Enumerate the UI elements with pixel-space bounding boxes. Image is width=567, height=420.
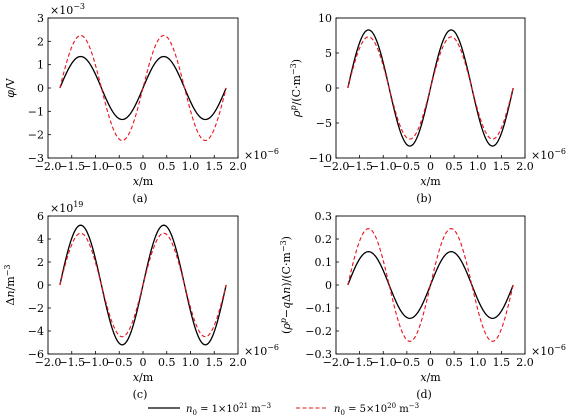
x-tick-label: −1.0: [82, 160, 109, 173]
y-tick-label: 0.3: [315, 210, 333, 223]
x-tick-label: 0: [140, 160, 147, 173]
y-scale-label: ×1019: [50, 200, 83, 215]
y-tick-label: 3: [37, 12, 44, 25]
y-axis-label: Δn/m−3: [3, 265, 17, 306]
chart-b: −2.0−1.5−1.0−0.5 0 0.5 1.0 1.5 2.0 −10 −5 0 5 10 ×1…: [289, 12, 566, 205]
y-tick-label: −3: [28, 152, 44, 165]
x-scale-label: ×10−6: [531, 147, 566, 162]
x-tick-label: 1.0: [182, 160, 200, 173]
x-tick-label: −0.5: [394, 160, 421, 173]
x-tick-label: 1.0: [469, 160, 487, 173]
x-tick-label: 2.0: [516, 356, 534, 369]
x-tick-label: 2.0: [516, 160, 534, 173]
x-tick-label: −2.0: [35, 160, 62, 173]
y-tick-label: −1: [28, 105, 44, 118]
x-tick-label: 0.5: [445, 356, 463, 369]
series-line-dashed: [347, 228, 514, 342]
x-axis-label: x/m: [133, 371, 154, 384]
y-tick-label: 1: [37, 59, 44, 72]
y-tick-label: −2: [28, 129, 44, 142]
x-tick-label: 1.5: [206, 356, 224, 369]
x-axis-label: x/m: [420, 175, 441, 188]
x-tick-label: 1.5: [493, 160, 511, 173]
panel-label: (c): [133, 388, 148, 401]
y-scale-label: ×10−3: [50, 2, 85, 17]
x-tick-label: 2.0: [229, 160, 247, 173]
x-tick-label: −2.0: [35, 356, 62, 369]
y-tick-label: −4: [28, 325, 44, 338]
y-tick-label: −0.2: [305, 325, 332, 338]
y-tick-label: −0.3: [305, 348, 332, 361]
y-axis-label: φ/V: [4, 77, 17, 97]
x-tick-label: −1.5: [346, 160, 373, 173]
y-tick-label: 10: [318, 12, 332, 25]
x-tick-label: −0.5: [394, 356, 421, 369]
x-tick-label: 2.0: [229, 356, 247, 369]
series-line-solid: [347, 29, 514, 147]
x-tick-label: −0.5: [106, 160, 133, 173]
panel-label: (b): [416, 192, 432, 205]
y-tick-label: −5: [316, 117, 332, 130]
x-tick-label: 1.0: [182, 356, 200, 369]
x-scale-label: ×10−6: [531, 343, 566, 358]
y-tick-label: 6: [37, 210, 44, 223]
y-tick-label: 0: [37, 82, 44, 95]
y-tick-label: 0: [325, 82, 332, 95]
x-tick-label: −0.5: [106, 356, 133, 369]
panel-label: (d): [416, 388, 432, 401]
y-tick-label: −0.1: [305, 302, 332, 315]
x-tick-label: 0.5: [445, 160, 463, 173]
y-tick-label: −6: [28, 348, 44, 361]
x-tick-label: −1.0: [370, 356, 397, 369]
x-tick-label: −1.0: [82, 356, 109, 369]
x-tick-label: 0: [140, 356, 147, 369]
legend-label-dashed: n0 = 5×1020 m−3: [334, 402, 419, 417]
x-tick-label: 0: [427, 160, 434, 173]
x-tick-label: 0.5: [158, 356, 176, 369]
y-tick-label: 0: [37, 279, 44, 292]
y-axis-label: (ρp−qΔn)/(C·m−3): [279, 236, 293, 334]
y-tick-label: −2: [28, 302, 44, 315]
chart-d: −2.0−1.5−1.0−0.5 0 0.5 1.0 1.5 2.0 −0.3 −0.2 −0.…: [279, 210, 566, 401]
x-tick-label: −1.5: [346, 356, 373, 369]
x-tick-label: −1.0: [370, 160, 397, 173]
x-tick-label: 1.5: [493, 356, 511, 369]
x-tick-label: 0.5: [158, 160, 176, 173]
series-line-dashed: [59, 34, 227, 142]
y-tick-label: 0.1: [315, 256, 333, 269]
x-tick-label: 1.5: [206, 160, 224, 173]
x-tick-label: −2.0: [323, 160, 350, 173]
x-tick-label: 1.0: [469, 356, 487, 369]
series-line-dashed: [59, 232, 227, 338]
x-scale-label: ×10−6: [244, 147, 279, 162]
y-tick-label: 2: [37, 35, 44, 48]
x-axis-label: x/m: [133, 175, 154, 188]
y-tick-label: 4: [37, 233, 44, 246]
x-axis-label: x/m: [420, 371, 441, 384]
y-tick-label: 2: [37, 256, 44, 269]
y-tick-label: 0.2: [315, 233, 333, 246]
chart-c: −2.0−1.5−1.0−0.5 0 0.5 1.0 1.5 2.0 −6 −4 −2 0 2 4 6 ×…: [3, 200, 279, 401]
series-line-dashed: [347, 36, 514, 140]
x-tick-label: −2.0: [323, 356, 350, 369]
y-axis-label: ρp/(C·m−3): [289, 59, 303, 118]
x-tick-label: −1.5: [58, 356, 85, 369]
legend: n0 = 1×1021 m−3 n0 = 5×1020 m−3: [148, 402, 419, 417]
panel-label: (a): [132, 192, 147, 205]
x-tick-label: 0: [427, 356, 434, 369]
y-tick-label: 0: [325, 279, 332, 292]
y-tick-label: 5: [325, 47, 332, 60]
chart-a: −2.0−1.5−1.0−0.5 0 0.5 1.0 1.5 2.0 −3 −2 −1 0 1 2 3 ×…: [4, 2, 279, 205]
x-tick-label: −1.5: [58, 160, 85, 173]
x-scale-label: ×10−6: [244, 343, 279, 358]
legend-label-solid: n0 = 1×1021 m−3: [186, 402, 271, 417]
series-line-solid: [347, 250, 514, 320]
y-tick-label: −10: [309, 152, 332, 165]
series-line-solid: [59, 55, 227, 121]
